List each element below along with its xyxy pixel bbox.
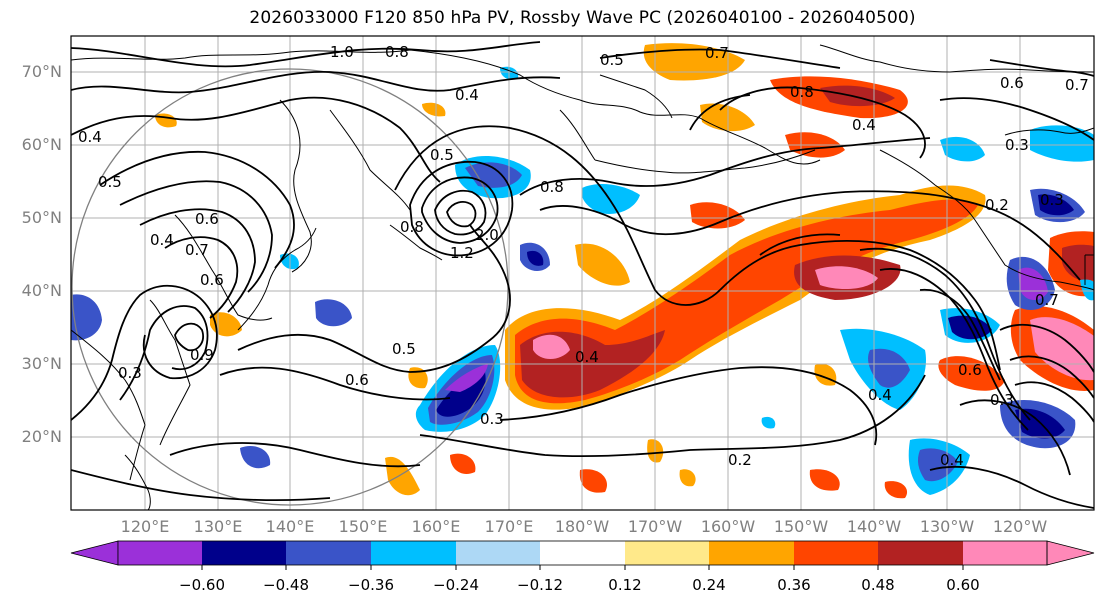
contour-label: 0.8 (385, 43, 409, 61)
colorbar-extend-low (70, 540, 119, 566)
contour-label: 0.4 (78, 128, 102, 146)
colorbar-segment (202, 541, 286, 565)
lon-label: 130°W (919, 517, 975, 536)
lon-label: 170°E (484, 517, 534, 536)
colorbar-segment (371, 541, 456, 565)
colorbar-segment (709, 541, 794, 565)
contour-label: 0.3 (1040, 191, 1064, 209)
lat-label: 20°N (21, 427, 62, 446)
contour-label: 0.4 (455, 86, 479, 104)
lon-label: 150°E (338, 517, 388, 536)
contour-labels: 1.0 0.8 0.5 0.7 0.6 0.7 0.4 0.4 0.8 0.4 … (78, 43, 1089, 469)
lon-label: 140°E (265, 517, 315, 536)
colorbar-tick-label: 0.36 (777, 576, 811, 594)
contour-label: 0.6 (345, 371, 369, 389)
lon-label: 160°E (411, 517, 461, 536)
lon-label: 160°W (700, 517, 756, 536)
colorbar-tick-label: 0.48 (861, 576, 895, 594)
lat-label: 40°N (21, 281, 62, 300)
contour-label: 0.7 (705, 44, 729, 62)
contour-label: 0.3 (480, 410, 504, 428)
lon-label: 170°W (627, 517, 683, 536)
contour-label: 0.7 (1065, 76, 1089, 94)
contour-label: 0.8 (540, 178, 564, 196)
pv-contours (71, 41, 1094, 509)
lon-label: 180°W (554, 517, 610, 536)
lat-label: 30°N (21, 354, 62, 373)
contour-label: 0.9 (190, 346, 214, 364)
contour-label: 0.4 (852, 116, 876, 134)
lon-label: 140°W (846, 517, 902, 536)
lon-label: 120°E (120, 517, 170, 536)
contour-label: 0.4 (150, 231, 174, 249)
colorbar-segment (794, 541, 878, 565)
lat-label: 60°N (21, 135, 62, 154)
contour-label: 0.3 (118, 364, 142, 382)
contour-label: 1.2 (450, 244, 474, 262)
map-title: 2026033000 F120 850 hPa PV, Rossby Wave … (249, 8, 916, 28)
contour-label: 0.5 (600, 51, 624, 69)
colorbar-segment (625, 541, 709, 565)
colorbar-tick-label: −0.36 (348, 576, 394, 594)
colorbar (70, 540, 1095, 570)
colorbar-tick-label: −0.60 (179, 576, 225, 594)
contour-label: 0.3 (1005, 136, 1029, 154)
contour-label: 0.4 (575, 348, 599, 366)
colorbar-segment (963, 541, 1047, 565)
colorbar-tick-label: 0.12 (608, 576, 642, 594)
colorbar-extend-high (1046, 540, 1095, 566)
coastlines (71, 44, 1094, 510)
contour-label: 2.0 (475, 226, 499, 244)
colorbar-frame (117, 540, 1048, 566)
colorbar-tick-label: 0.60 (946, 576, 980, 594)
lat-label: 50°N (21, 208, 62, 227)
map-frame (70, 35, 1095, 511)
colorbar-tick-label: 0.24 (692, 576, 726, 594)
lon-label: 130°E (193, 517, 243, 536)
positive-anomaly-peak (533, 334, 570, 359)
colorbar-tick-label: −0.48 (263, 576, 309, 594)
positive-anomaly-ne-peak (815, 266, 878, 290)
contour-label: 0.5 (392, 340, 416, 358)
contour-label: 0.5 (430, 146, 454, 164)
contour-label: 0.3 (990, 391, 1014, 409)
contour-label: 0.6 (200, 271, 224, 289)
contour-label: 0.4 (868, 386, 892, 404)
colorbar-segment (456, 541, 540, 565)
contour-label: 0.6 (195, 210, 219, 228)
colorbar-tick-label: −0.24 (433, 576, 479, 594)
colorbar-tick-label: −0.12 (517, 576, 563, 594)
contour-label: 0.4 (940, 451, 964, 469)
colorbar-segment (118, 541, 202, 565)
lat-label: 70°N (21, 62, 62, 81)
colorbar-segment (540, 541, 625, 565)
graticule (71, 36, 1094, 510)
contour-label: 0.5 (98, 173, 122, 191)
contour-label: 0.6 (958, 361, 982, 379)
colorbar-segment (286, 541, 371, 565)
contour-label: 0.2 (728, 451, 752, 469)
contour-label: 0.7 (1035, 291, 1059, 309)
contour-label: 0.6 (1000, 74, 1024, 92)
contour-label: 0.7 (185, 241, 209, 259)
colorbar-segment (878, 541, 963, 565)
contour-label: 0.8 (400, 218, 424, 236)
contour-label: 0.8 (790, 83, 814, 101)
lon-label: 150°W (773, 517, 829, 536)
lon-label: 120°W (992, 517, 1048, 536)
contour-label: 1.0 (330, 43, 354, 61)
contour-label: 0.2 (985, 196, 1009, 214)
